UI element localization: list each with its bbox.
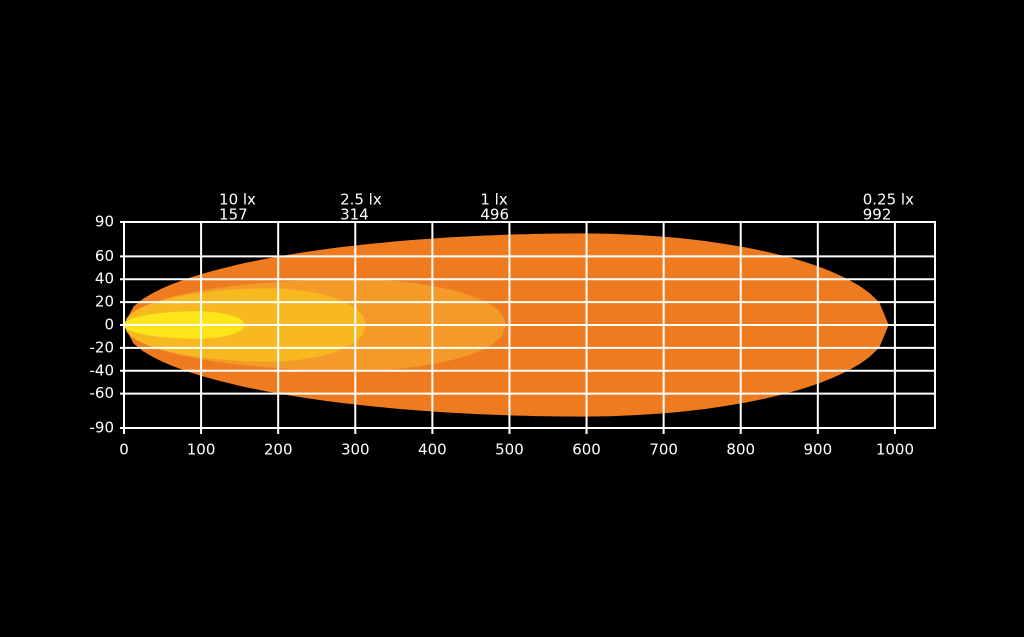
x-tick-label: 500	[495, 441, 524, 459]
y-tick-label: 40	[95, 270, 114, 288]
y-tick-label: -40	[90, 361, 115, 379]
x-tick-label: 900	[804, 441, 833, 459]
contour-name: 10 lx	[219, 191, 256, 209]
y-tick-label: -90	[90, 419, 115, 437]
x-tick-label: 700	[649, 441, 678, 459]
y-tick-label: 60	[95, 247, 114, 265]
x-tick-label: 0	[119, 441, 129, 459]
x-tick-label: 800	[726, 441, 755, 459]
contour-name: 0.25 lx	[863, 191, 914, 209]
plot-border	[123, 221, 936, 429]
x-tick-label: 600	[572, 441, 601, 459]
contour-reach: 314	[340, 206, 369, 224]
contour-name: 2.5 lx	[340, 191, 382, 209]
contour-reach: 157	[219, 206, 248, 224]
contour-reach: 496	[480, 206, 509, 224]
x-tick-label: 100	[187, 441, 216, 459]
y-tick-label: -20	[90, 338, 115, 356]
x-tick-label: 1000	[876, 441, 914, 459]
y-tick-label: 20	[95, 293, 114, 311]
contour-reach: 992	[863, 206, 892, 224]
x-tick-label: 200	[264, 441, 293, 459]
y-tick-label: 90	[95, 213, 114, 231]
x-tick-label: 400	[418, 441, 447, 459]
y-tick-label: 0	[104, 316, 114, 334]
x-tick-label: 300	[341, 441, 370, 459]
y-tick-label: -60	[90, 384, 115, 402]
contour-name: 1 lx	[480, 191, 507, 209]
